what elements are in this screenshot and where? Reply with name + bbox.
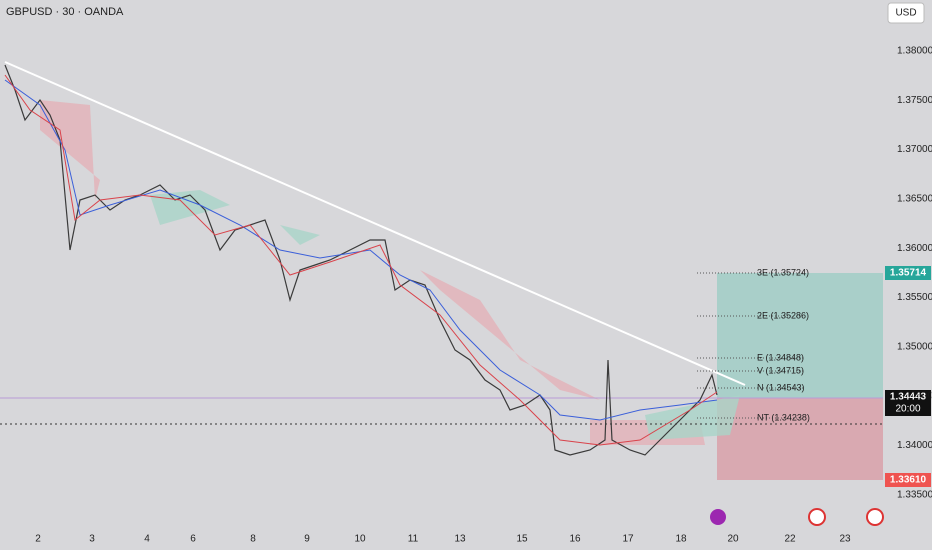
price-axis-label: 1.38000 bbox=[897, 46, 932, 57]
price-axis-label: 1.34000 bbox=[897, 440, 932, 451]
level-label: E (1.34848) bbox=[757, 352, 804, 362]
level-label: N (1.34543) bbox=[757, 382, 805, 392]
target-tag-label: 1.35714 bbox=[890, 268, 927, 279]
symbol-title: GBPUSD · 30 · OANDA bbox=[6, 6, 124, 18]
event-icon[interactable] bbox=[808, 508, 826, 526]
time-axis-label: 11 bbox=[408, 534, 419, 545]
price-axis-label: 1.37500 bbox=[897, 95, 932, 106]
event-icon[interactable] bbox=[866, 508, 884, 526]
price-axis-label: 1.36500 bbox=[897, 194, 932, 205]
stop-tag bbox=[885, 473, 931, 487]
price-path bbox=[4, 64, 718, 456]
price-axis-label: 1.33500 bbox=[897, 489, 932, 500]
time-axis-label: 16 bbox=[569, 534, 581, 545]
loss-zone bbox=[717, 398, 883, 480]
time-axis-label: 20 bbox=[727, 534, 739, 545]
time-axis-label: 10 bbox=[354, 534, 366, 545]
trend-line bbox=[4, 61, 746, 386]
time-axis-label: 18 bbox=[675, 534, 687, 545]
price-axis-label: 1.36000 bbox=[897, 243, 932, 254]
tenkan-line bbox=[4, 74, 718, 446]
last-price-label: 1.34443 bbox=[890, 392, 927, 403]
price-axis-label: 1.35500 bbox=[897, 292, 932, 303]
countdown-label: 20:00 bbox=[895, 404, 920, 415]
target-tag bbox=[885, 266, 931, 280]
currency-button-label[interactable]: USD bbox=[895, 8, 916, 19]
time-axis-label: 17 bbox=[622, 534, 634, 545]
time-axis-label: 2 bbox=[35, 534, 41, 545]
time-axis-label: 23 bbox=[839, 534, 851, 545]
time-axis-label: 13 bbox=[454, 534, 466, 545]
time-axis-label: 8 bbox=[250, 534, 256, 545]
profit-zone bbox=[717, 273, 883, 398]
time-axis-label: 6 bbox=[190, 534, 196, 545]
level-label: V (1.34715) bbox=[757, 365, 804, 375]
last-price-tag bbox=[885, 390, 931, 416]
kijun-line bbox=[4, 79, 718, 421]
event-icon[interactable] bbox=[710, 509, 726, 525]
price-axis-label: 1.34500 bbox=[897, 391, 932, 402]
level-label: NT (1.34238) bbox=[757, 412, 810, 422]
price-axis-label: 1.37000 bbox=[897, 144, 932, 155]
level-lines bbox=[697, 272, 805, 419]
stop-tag-label: 1.33610 bbox=[890, 475, 927, 486]
currency-button[interactable] bbox=[887, 2, 925, 24]
time-axis-label: 15 bbox=[516, 534, 528, 545]
time-axis-label: 3 bbox=[89, 534, 95, 545]
time-axis-label: 4 bbox=[144, 534, 150, 545]
level-label: 3E (1.35724) bbox=[757, 267, 809, 277]
time-axis-label: 9 bbox=[304, 534, 310, 545]
time-axis-label: 22 bbox=[784, 534, 796, 545]
level-label: 2E (1.35286) bbox=[757, 310, 809, 320]
price-axis-label: 1.35000 bbox=[897, 341, 932, 352]
